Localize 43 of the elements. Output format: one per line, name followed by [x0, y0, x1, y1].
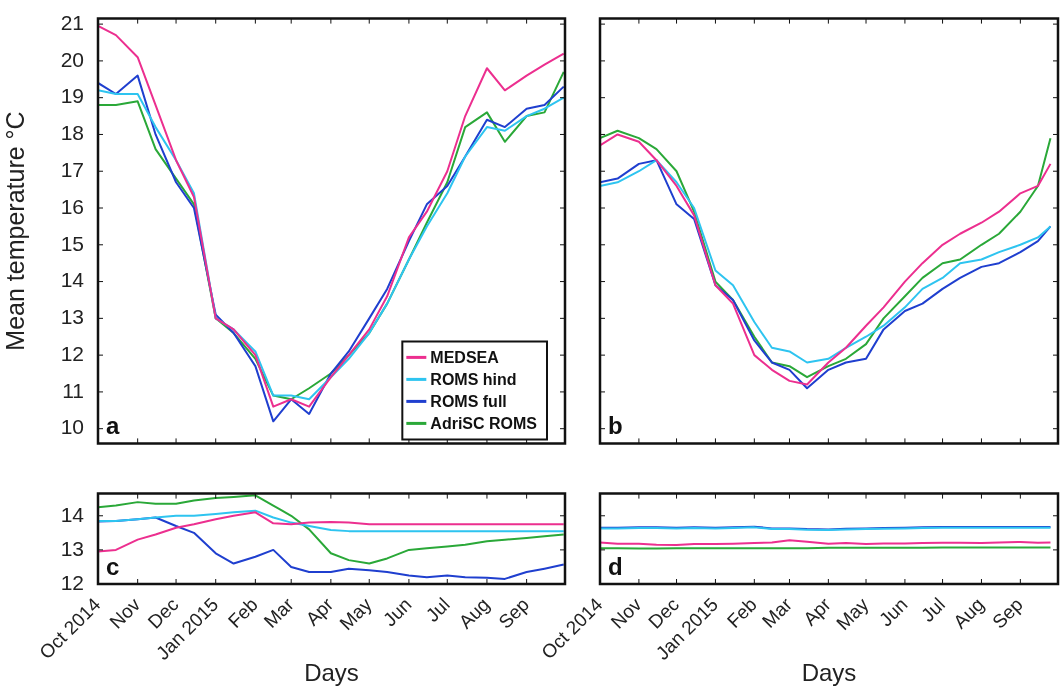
- y-tick-label: 17: [60, 158, 84, 182]
- x-tick-label: Dec: [143, 593, 183, 633]
- y-tick-label: 11: [62, 378, 84, 402]
- x-tick-label: Jul: [917, 593, 950, 626]
- x-tick-label: Jun: [874, 593, 912, 631]
- y-tick-label: 16: [60, 194, 84, 218]
- y-tick-label: 15: [60, 231, 84, 255]
- x-tick-label: Feb: [722, 593, 761, 632]
- legend-label: AdriSC ROMS: [430, 414, 538, 432]
- x-tick-label: Sep: [494, 593, 534, 633]
- x-tick-label: Jun: [378, 593, 416, 631]
- y-tick-label: 13: [60, 305, 84, 329]
- y-tick-label: 19: [60, 84, 84, 108]
- x-axis-title: Days: [801, 659, 857, 687]
- y-tick-label: 12: [60, 570, 84, 594]
- y-tick-label: 20: [60, 47, 84, 71]
- annotation: b: [608, 412, 623, 440]
- x-tick-label: Apr: [301, 593, 338, 630]
- annotation: d: [608, 552, 623, 580]
- x-tick-label: Feb: [223, 593, 262, 632]
- x-tick-label: Nov: [606, 593, 646, 633]
- annotation: c: [106, 552, 120, 580]
- legend-label: MEDSEA: [430, 348, 500, 366]
- x-axis-title: Days: [304, 659, 359, 687]
- x-tick-label: May: [335, 593, 377, 634]
- y-tick-label: 14: [60, 502, 85, 526]
- y-tick-label: 13: [60, 536, 84, 560]
- annotation: a: [106, 412, 120, 440]
- y-tick-label: 10: [60, 415, 84, 439]
- x-tick-label: Sep: [988, 593, 1027, 633]
- x-tick-label: Aug: [949, 593, 988, 633]
- y-tick-label: 14: [60, 268, 85, 292]
- y-axis-title: Mean temperature °C: [0, 111, 29, 351]
- y-tick-label: 21: [60, 10, 84, 34]
- legend-label: ROMS hind: [430, 370, 517, 388]
- y-tick-label: 18: [60, 121, 84, 145]
- x-tick-label: Mar: [259, 593, 299, 632]
- y-tick-label: 12: [60, 341, 84, 365]
- x-tick-label: Mar: [758, 593, 797, 632]
- legend-label: ROMS full: [430, 392, 507, 410]
- x-tick-label: Jul: [421, 593, 454, 626]
- x-tick-label: Aug: [454, 593, 494, 633]
- x-tick-label: Nov: [105, 593, 145, 633]
